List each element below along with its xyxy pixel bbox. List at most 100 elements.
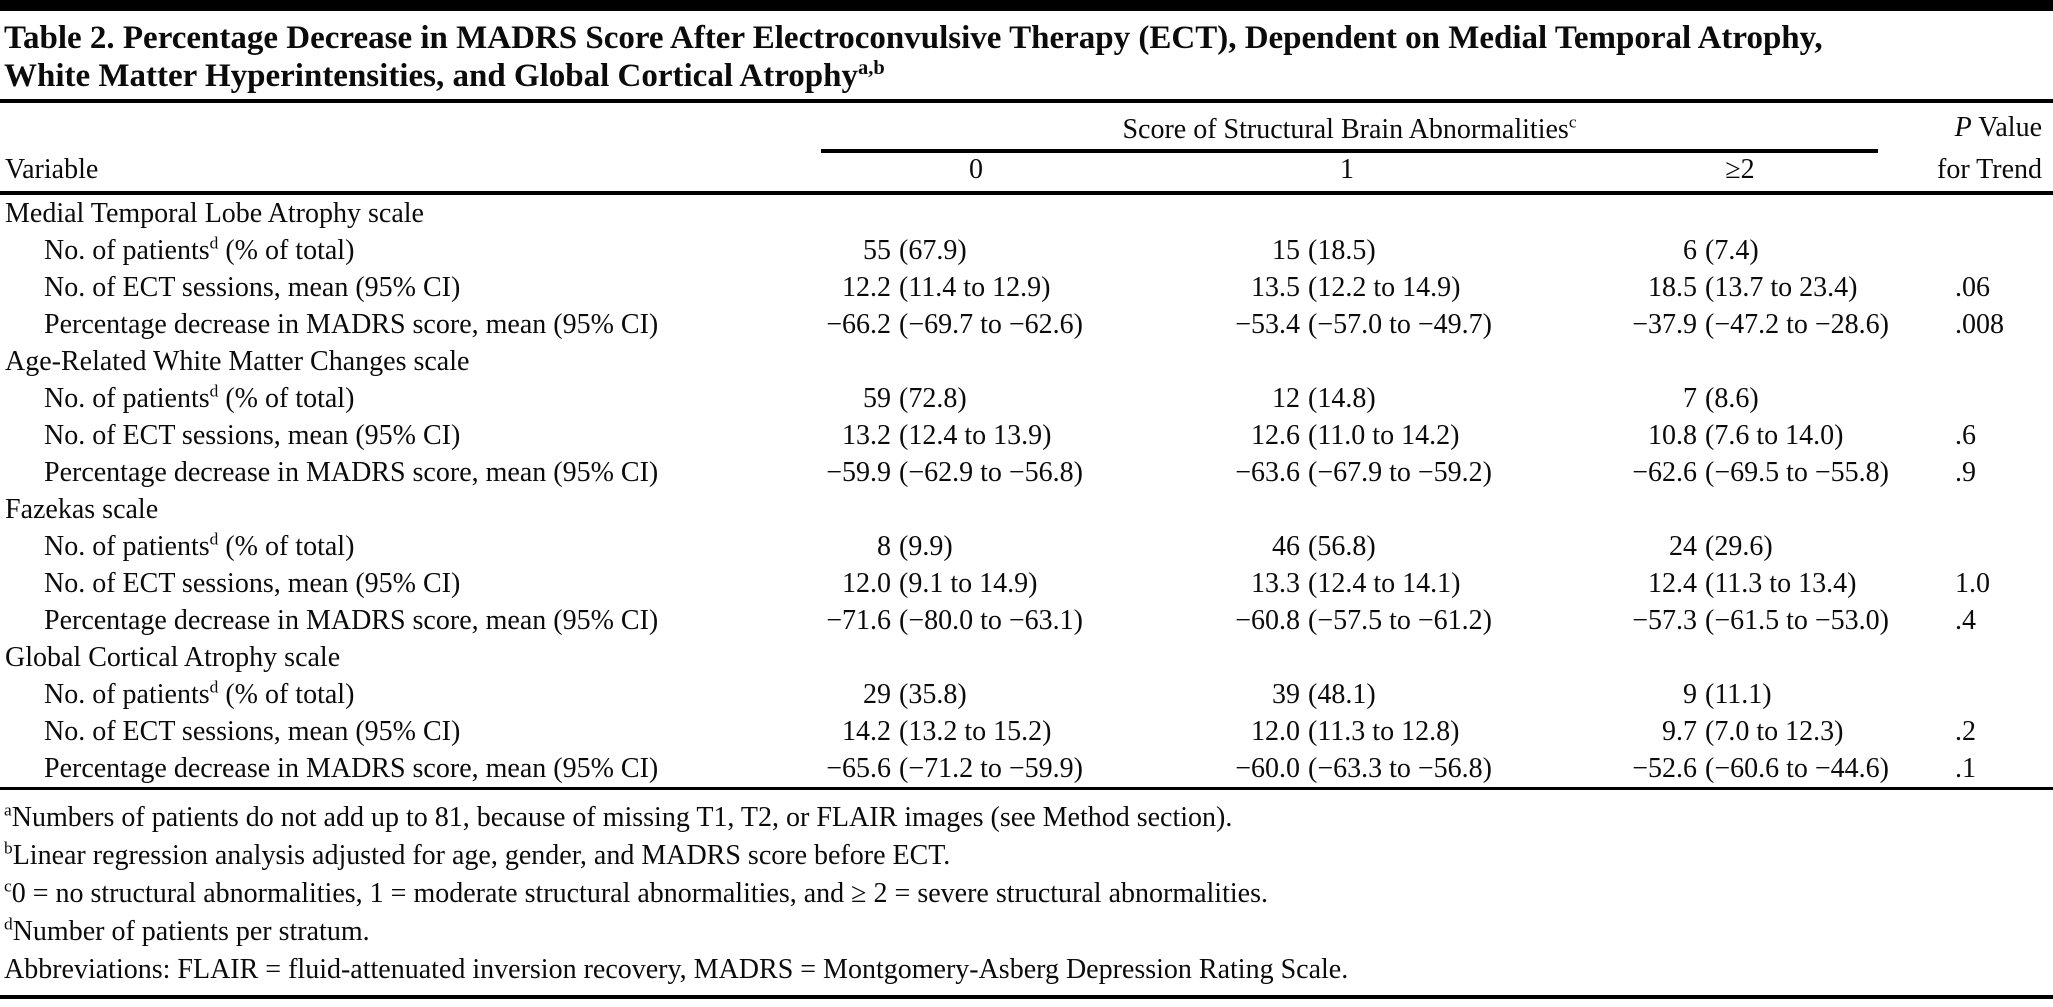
value-cell: 46 (56.8) <box>1272 531 1376 562</box>
title-superscript: a,b <box>858 57 885 79</box>
p-value <box>1850 676 2053 713</box>
p-value <box>1850 380 2053 417</box>
row-label: No. of ECT sessions, mean (95% CI) <box>44 420 461 451</box>
p-value: .2 <box>1955 716 1977 747</box>
table-title-line2: White Matter Hyperintensities, and Globa… <box>4 57 885 94</box>
column-header-score-1: 1 <box>1050 153 1440 195</box>
row-label: Percentage decrease in MADRS score, mean… <box>44 753 659 784</box>
section-row: Age-Related White Matter Changes scale <box>0 343 2053 380</box>
value-cell: −52.6 (−60.6 to −44.6) <box>1632 753 1890 784</box>
value-cell: 12.6 (11.0 to 14.2) <box>1251 420 1460 451</box>
value-cell: 13.2 (12.4 to 13.9) <box>842 420 1052 451</box>
footnote-d: dNumber of patients per stratum. <box>4 914 370 947</box>
table-title: Table 2. Percentage Decrease in MADRS Sc… <box>0 11 2053 99</box>
p-value: .9 <box>1955 457 1977 488</box>
value-cell: 59 (72.8) <box>863 383 967 414</box>
table-row: Percentage decrease in MADRS score, mean… <box>0 602 2053 639</box>
value-cell: −57.3 (−61.5 to −53.0) <box>1632 605 1890 636</box>
footnote-c: c0 = no structural abnormalities, 1 = mo… <box>4 876 1268 909</box>
row-label: Percentage decrease in MADRS score, mean… <box>44 457 659 488</box>
rule-under-title <box>0 99 2053 103</box>
row-label: No. of patientsd (% of total) <box>44 529 355 562</box>
empty-header-cell <box>0 103 620 153</box>
table-row: Percentage decrease in MADRS score, mean… <box>0 750 2053 787</box>
p-value: .4 <box>1955 605 1977 636</box>
madrs-table: Score of Structural Brain Abnormalitiesc… <box>0 103 2053 787</box>
table-row: No. of ECT sessions, mean (95% CI) 12.2 (1… <box>0 269 2053 306</box>
table-row: No. of ECT sessions, mean (95% CI) 13.2 (1… <box>0 417 2053 454</box>
value-cell: −59.9 (−62.9 to −56.8) <box>826 457 1084 488</box>
table-row: No. of patientsd (% of total) 55 (67.9) 15(… <box>0 232 2053 269</box>
column-header-score-2: ≥2 <box>1440 153 1851 195</box>
top-rule <box>0 0 2053 11</box>
value-cell: −37.9 (−47.2 to −28.6) <box>1632 309 1890 340</box>
value-cell: 55 (67.9) <box>863 235 967 266</box>
value-cell: 6 (7.4) <box>1683 235 1759 266</box>
value-cell: 15 (18.5) <box>1272 235 1376 266</box>
value-cell: 12.0 (11.3 to 12.8) <box>1251 716 1460 747</box>
p-value: .06 <box>1955 272 1991 303</box>
value-cell: −63.6 (−67.9 to −59.2) <box>1235 457 1493 488</box>
table-row: No. of patientsd (% of total) 29 (35.8) 39(… <box>0 676 2053 713</box>
table-row: No. of patientsd (% of total) 8 (9.9) 46 (56… <box>0 528 2053 565</box>
section-row: Global Cortical Atrophy scale <box>0 639 2053 676</box>
row-label-superscript: d <box>209 529 219 549</box>
group-header-cell: Score of Structural Brain Abnormalitiesc <box>620 103 1878 153</box>
table-row: Percentage decrease in MADRS score, mean… <box>0 454 2053 491</box>
value-cell: −60.0 (−63.3 to −56.8) <box>1235 753 1493 784</box>
value-cell: 12.2 (11.4 to 12.9) <box>842 272 1051 303</box>
value-cell: 12.0 (9.1 to 14.9) <box>842 568 1038 599</box>
footnotes: aNumbers of patients do not add up to 81… <box>0 790 2053 989</box>
value-cell: 12 (14.8) <box>1272 383 1376 414</box>
value-cell: 18.5 (13.7 to 23.4) <box>1648 272 1858 303</box>
row-label: No. of patientsd (% of total) <box>44 677 355 710</box>
table-title-line1: Table 2. Percentage Decrease in MADRS Sc… <box>4 20 1823 56</box>
value-cell: 24 (29.6) <box>1669 531 1773 562</box>
footnote-a: aNumbers of patients do not add up to 81… <box>4 800 1233 833</box>
bottom-rule <box>0 995 2053 999</box>
value-cell: 12.4 (11.3 to 13.4) <box>1648 568 1857 599</box>
value-cell: −53.4 (−57.0 to −49.7) <box>1235 309 1493 340</box>
table-row: No. of patientsd (% of total) 59 (72.8) 12(… <box>0 380 2053 417</box>
group-header-row: Score of Structural Brain Abnormalitiesc… <box>0 103 2053 153</box>
table-row: No. of ECT sessions, mean (95% CI) 14.2 (1… <box>0 713 2053 750</box>
rule-above-footnotes <box>0 787 2053 790</box>
group-header: Score of Structural Brain Abnormalitiesc <box>821 112 1878 153</box>
value-cell: 39 (48.1) <box>1272 679 1376 710</box>
table-row: No. of ECT sessions, mean (95% CI) 12.0 (9… <box>0 565 2053 602</box>
group-header-superscript: c <box>1568 112 1577 132</box>
p-value: .6 <box>1955 420 1977 451</box>
value-cell: 7 (8.6) <box>1683 383 1759 414</box>
row-label: No. of patientsd (% of total) <box>44 233 355 266</box>
p-value <box>1850 232 2053 269</box>
footnote-abbreviations: Abbreviations: FLAIR = fluid-attenuated … <box>4 954 1349 985</box>
row-label-superscript: d <box>209 677 219 697</box>
section-row: Medial Temporal Lobe Atrophy scale <box>0 193 2053 232</box>
section-header: Medial Temporal Lobe Atrophy scale <box>5 198 424 229</box>
p-value-header: P Value <box>1954 112 2043 143</box>
column-header-score-0: 0 <box>620 153 1050 195</box>
p-value: 1.0 <box>1955 568 1991 599</box>
row-label: Percentage decrease in MADRS score, mean… <box>44 309 659 340</box>
value-cell: 13.5 (12.2 to 14.9) <box>1251 272 1461 303</box>
section-header: Age-Related White Matter Changes scale <box>5 346 470 377</box>
p-value: .1 <box>1955 753 1977 784</box>
section-row: Fazekas scale <box>0 491 2053 528</box>
row-label: Percentage decrease in MADRS score, mean… <box>44 605 659 636</box>
value-cell: 8 (9.9) <box>877 531 953 562</box>
value-cell: 9 (11.1) <box>1683 679 1772 710</box>
row-label: No. of ECT sessions, mean (95% CI) <box>44 716 461 747</box>
row-label: No. of ECT sessions, mean (95% CI) <box>44 272 461 303</box>
value-cell: −71.6 (−80.0 to −63.1) <box>826 605 1084 636</box>
row-label-superscript: d <box>209 381 219 401</box>
p-value: .008 <box>1955 309 2005 340</box>
row-label: No. of patientsd (% of total) <box>44 381 355 414</box>
value-cell: 29 (35.8) <box>863 679 967 710</box>
row-label-superscript: d <box>209 233 219 253</box>
value-cell: −62.6 (−69.5 to −55.8) <box>1632 457 1890 488</box>
value-cell: −66.2 (−69.7 to −62.6) <box>826 309 1084 340</box>
value-cell: 14.2 (13.2 to 15.2) <box>842 716 1052 747</box>
value-cell: 13.3 (12.4 to 14.1) <box>1251 568 1461 599</box>
value-cell: −65.6 (−71.2 to −59.9) <box>826 753 1084 784</box>
